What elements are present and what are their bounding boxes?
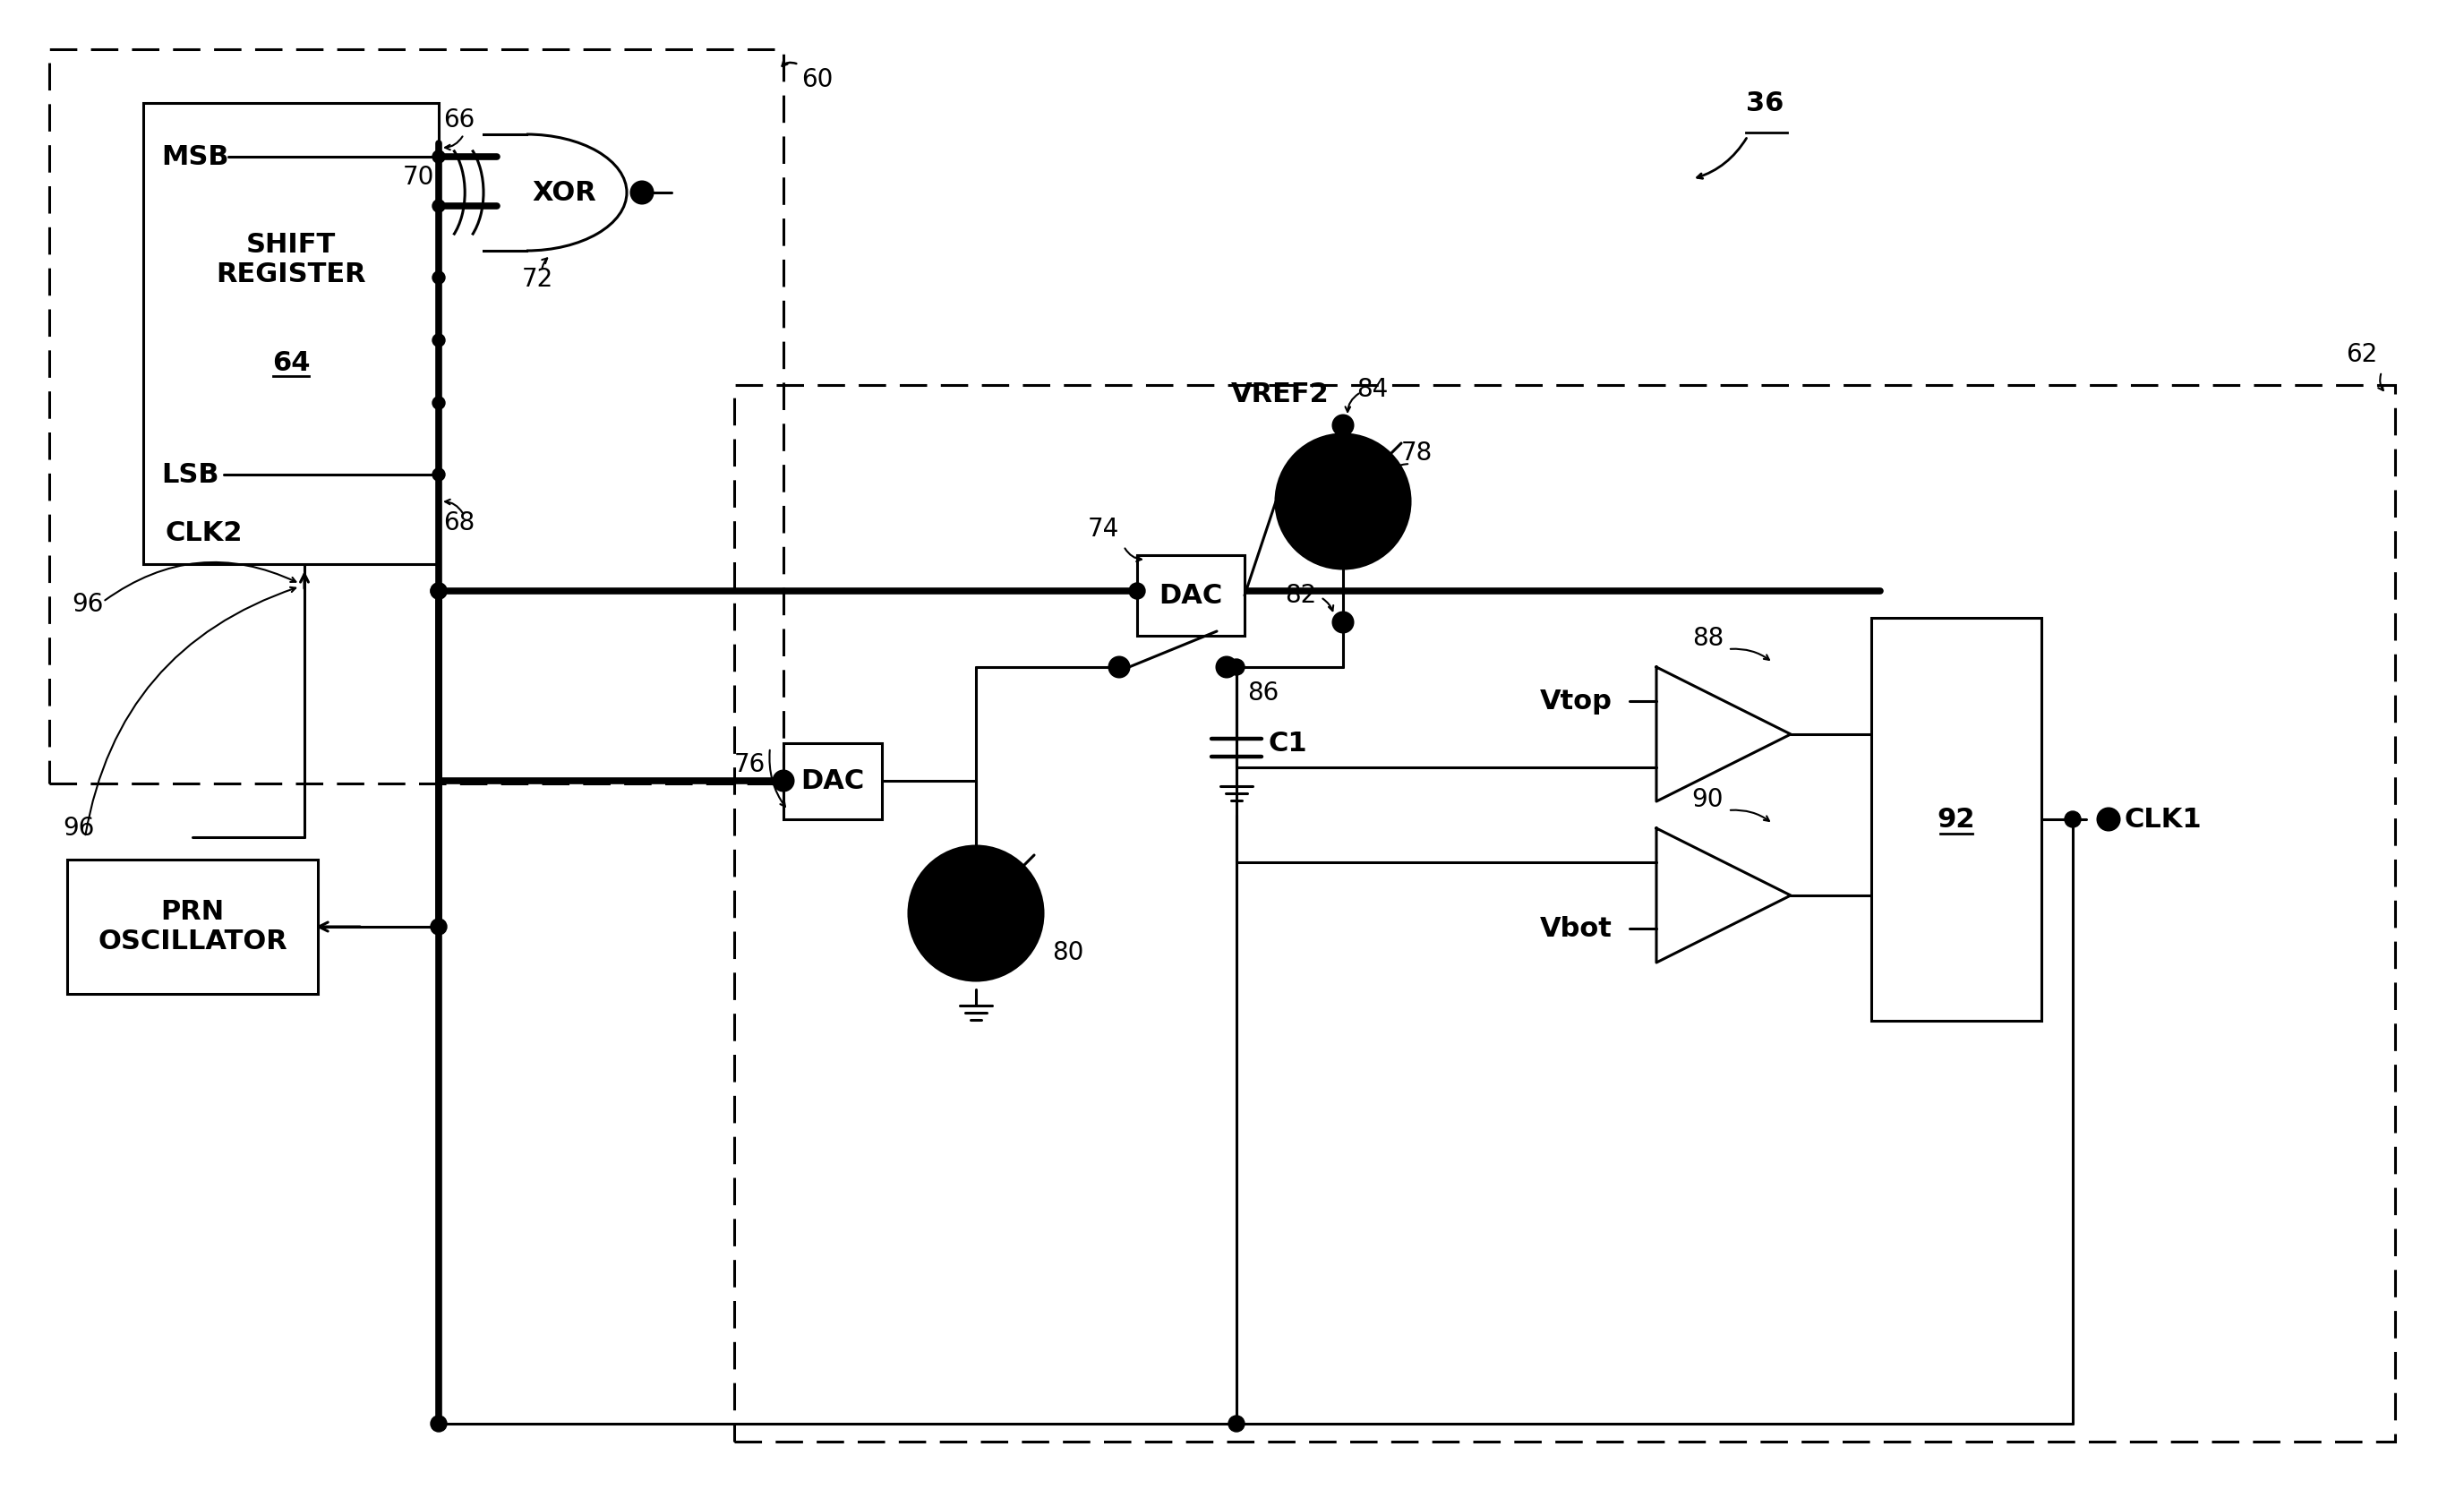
Text: 96: 96 [62, 816, 94, 840]
Text: 96: 96 [71, 592, 103, 617]
Circle shape [2097, 809, 2119, 830]
Circle shape [431, 918, 446, 935]
Circle shape [434, 397, 446, 409]
Text: 70: 70 [402, 165, 434, 190]
Text: 64: 64 [271, 349, 310, 376]
Text: CLK1: CLK1 [2124, 806, 2200, 833]
Circle shape [631, 181, 653, 204]
Bar [49, 49, 784, 783]
Bar [1870, 617, 2040, 1020]
Text: 82: 82 [1284, 583, 1316, 608]
Text: Vbot: Vbot [1540, 915, 1611, 942]
Text: DAC: DAC [801, 768, 865, 794]
Bar [143, 103, 439, 565]
Text: VREF2: VREF2 [1232, 380, 1331, 407]
Circle shape [434, 469, 446, 481]
Circle shape [1230, 1416, 1244, 1432]
Circle shape [434, 271, 446, 283]
Text: PRN
OSCILLATOR: PRN OSCILLATOR [99, 899, 288, 954]
Text: 74: 74 [1087, 517, 1119, 542]
Circle shape [1109, 658, 1129, 677]
Text: 84: 84 [1358, 377, 1387, 401]
Text: CLK2: CLK2 [165, 520, 244, 545]
Circle shape [1276, 434, 1409, 569]
Text: 80: 80 [1052, 941, 1084, 965]
Text: 90: 90 [1693, 786, 1722, 812]
Circle shape [1230, 659, 1244, 676]
Text: Vtop: Vtop [1540, 688, 1611, 715]
Circle shape [434, 150, 446, 163]
Text: C1: C1 [1269, 730, 1306, 756]
Text: 66: 66 [444, 108, 476, 132]
Circle shape [431, 1416, 446, 1432]
Circle shape [2065, 812, 2080, 827]
Circle shape [431, 583, 446, 599]
Circle shape [431, 583, 446, 599]
Circle shape [909, 846, 1042, 981]
Bar [67, 860, 318, 993]
Circle shape [434, 334, 446, 346]
Text: 36: 36 [1747, 90, 1784, 117]
Text: DAC: DAC [1158, 583, 1222, 608]
Text: 60: 60 [801, 67, 833, 93]
Bar [1136, 556, 1244, 635]
Text: XOR: XOR [532, 180, 596, 205]
Text: 92: 92 [1937, 806, 1976, 833]
Text: 62: 62 [2346, 342, 2378, 367]
Circle shape [774, 771, 793, 791]
Text: 72: 72 [522, 267, 552, 292]
Circle shape [1129, 583, 1146, 599]
Circle shape [1333, 613, 1353, 632]
Bar [784, 743, 882, 819]
Text: 88: 88 [1693, 626, 1722, 652]
Text: SHIFT
REGISTER: SHIFT REGISTER [217, 232, 367, 288]
Text: LSB: LSB [160, 461, 219, 487]
Text: MSB: MSB [160, 144, 229, 169]
Circle shape [1333, 415, 1353, 434]
Circle shape [434, 199, 446, 213]
Bar [734, 385, 2395, 1441]
Text: 76: 76 [734, 752, 766, 777]
Text: 68: 68 [444, 511, 476, 535]
Circle shape [1217, 658, 1237, 677]
Text: 86: 86 [1247, 680, 1279, 706]
Text: 78: 78 [1402, 440, 1432, 466]
